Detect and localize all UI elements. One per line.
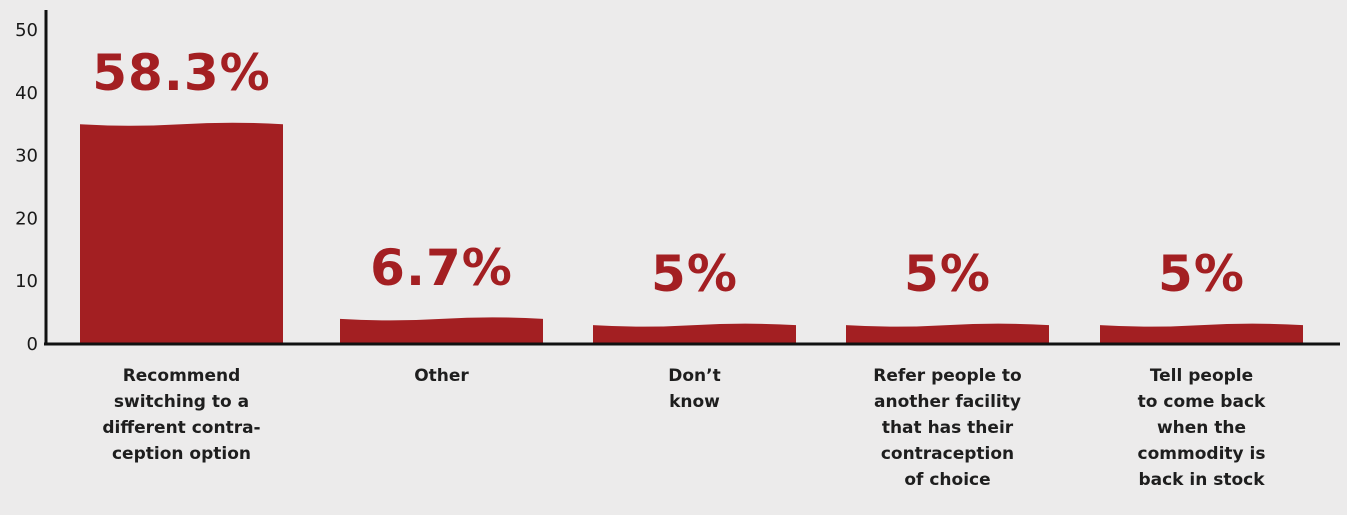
category-label: Recommend switching to a different contr… bbox=[102, 366, 261, 464]
y-tick-label: 50 bbox=[15, 20, 38, 41]
data-label: 6.7% bbox=[370, 239, 513, 297]
data-label: 58.3% bbox=[92, 44, 270, 102]
y-tick-label: 20 bbox=[15, 208, 38, 229]
y-tick-label: 30 bbox=[15, 146, 38, 167]
data-label: 5% bbox=[904, 245, 991, 303]
category-label: Other bbox=[414, 366, 469, 386]
data-label: 5% bbox=[651, 245, 738, 303]
category-label: Refer people to another facility that ha… bbox=[873, 366, 1022, 490]
bar bbox=[846, 323, 1049, 344]
bar bbox=[1100, 323, 1303, 344]
bar bbox=[593, 323, 796, 344]
bar bbox=[340, 317, 543, 344]
category-label: Don’t know bbox=[668, 366, 721, 412]
y-tick-label: 40 bbox=[15, 83, 38, 104]
category-label: Tell people to come back when the commod… bbox=[1137, 366, 1266, 490]
bar bbox=[80, 122, 283, 344]
y-tick-label: 10 bbox=[15, 271, 38, 292]
y-tick-label: 0 bbox=[27, 334, 38, 355]
data-label: 5% bbox=[1158, 245, 1245, 303]
